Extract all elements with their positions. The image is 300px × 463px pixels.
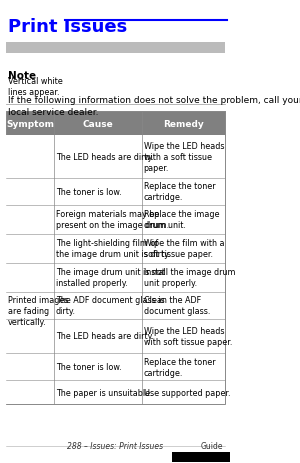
Text: The toner is low.: The toner is low. (56, 363, 122, 371)
FancyBboxPatch shape (6, 43, 225, 54)
Text: Printed images
are fading
vertically.: Printed images are fading vertically. (8, 295, 68, 326)
Text: The image drum unit is not
installed properly.: The image drum unit is not installed pro… (56, 268, 165, 288)
Text: Replace the toner
cartridge.: Replace the toner cartridge. (144, 182, 215, 202)
Text: Note: Note (8, 70, 36, 81)
FancyBboxPatch shape (6, 292, 225, 319)
FancyBboxPatch shape (6, 179, 225, 205)
Text: Remedy: Remedy (163, 119, 204, 128)
Text: Print Issues: Print Issues (8, 18, 127, 36)
Text: Cause: Cause (82, 119, 113, 128)
FancyBboxPatch shape (6, 353, 225, 380)
Text: Guide: Guide (200, 441, 223, 450)
FancyBboxPatch shape (6, 319, 225, 353)
FancyBboxPatch shape (6, 205, 225, 234)
Text: The toner is low.: The toner is low. (56, 188, 122, 196)
Text: Wipe the LED heads
with soft tissue paper.: Wipe the LED heads with soft tissue pape… (144, 326, 232, 346)
Text: The ADF document glass is
dirty.: The ADF document glass is dirty. (56, 295, 165, 316)
Text: Install the image drum
unit properly.: Install the image drum unit properly. (144, 268, 235, 288)
Text: Symptom: Symptom (6, 119, 54, 128)
Text: 288 – Issues: Print Issues: 288 – Issues: Print Issues (68, 441, 164, 450)
Text: Replace the toner
cartridge.: Replace the toner cartridge. (144, 357, 215, 377)
Text: The light-shielding film of
the image drum unit is dirty.: The light-shielding film of the image dr… (56, 239, 170, 259)
Text: The LED heads are dirty.: The LED heads are dirty. (56, 153, 154, 162)
Text: Wipe the LED heads
with a soft tissue
paper.: Wipe the LED heads with a soft tissue pa… (144, 142, 224, 173)
Text: Foreign materials may be
present on the image drum.: Foreign materials may be present on the … (56, 210, 169, 230)
FancyBboxPatch shape (172, 452, 230, 462)
FancyBboxPatch shape (6, 234, 225, 263)
Text: Clean the ADF
document glass.: Clean the ADF document glass. (144, 295, 210, 316)
Text: Vertical white
lines appear.: Vertical white lines appear. (8, 77, 62, 97)
FancyBboxPatch shape (6, 136, 225, 179)
Text: Replace the image
drum unit.: Replace the image drum unit. (144, 210, 219, 230)
Text: The LED heads are dirty.: The LED heads are dirty. (56, 332, 154, 341)
FancyBboxPatch shape (6, 112, 225, 136)
Text: The paper is unsuitable.: The paper is unsuitable. (56, 388, 153, 397)
Text: Wipe the film with a
soft tissue paper.: Wipe the film with a soft tissue paper. (144, 239, 224, 259)
Text: Use supported paper.: Use supported paper. (144, 388, 230, 397)
FancyBboxPatch shape (6, 380, 225, 405)
Text: If the following information does not solve the problem, call your
local service: If the following information does not so… (8, 96, 300, 117)
FancyBboxPatch shape (6, 263, 225, 292)
